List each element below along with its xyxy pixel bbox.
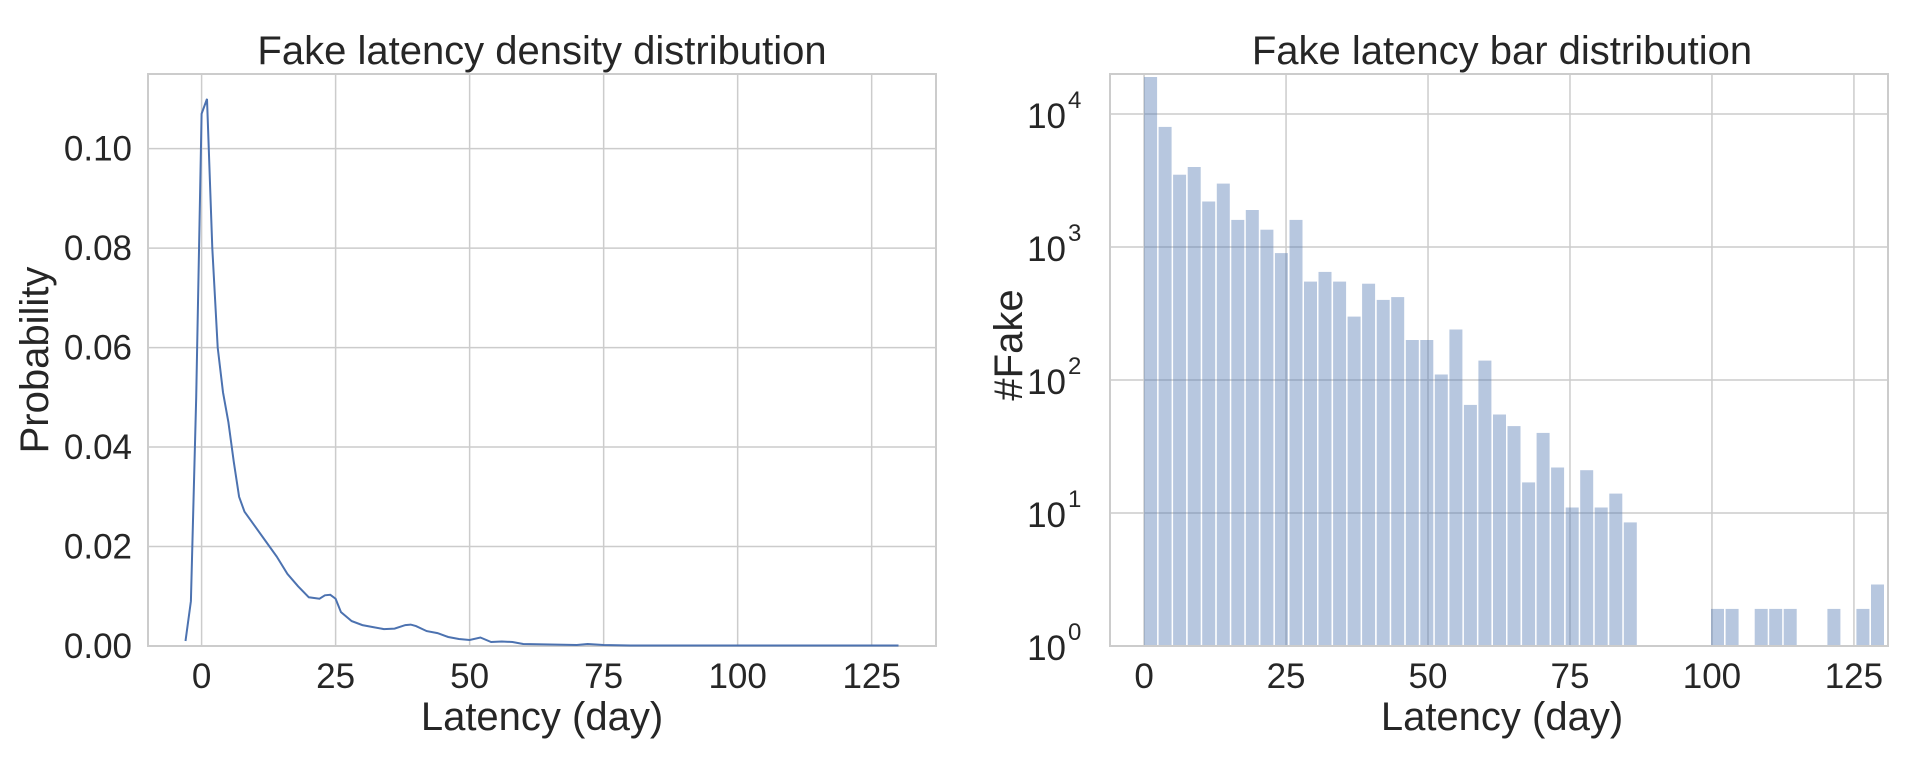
histogram-bar [1231, 219, 1245, 646]
histogram-bar [1769, 608, 1783, 646]
histogram-bar [1405, 340, 1419, 646]
histogram-bar [1362, 283, 1376, 646]
density-chart: 0 25 50 75 100 125 0.00 0.02 0.04 0.06 0.08 0.10 Fa… [13, 29, 937, 739]
histogram-bar [1202, 201, 1216, 646]
density-y-tick-label: 0.04 [64, 428, 132, 467]
density-x-axis-label: Latency (day) [421, 695, 663, 739]
density-x-tick-label: 75 [584, 657, 623, 696]
histogram-bar [1856, 608, 1870, 646]
bar-chart-title: Fake latency bar distribution [1252, 29, 1752, 73]
histogram-bar [1580, 470, 1594, 646]
histogram-bar [1507, 426, 1521, 646]
histogram-bar [1623, 522, 1637, 646]
histogram-bar [1289, 219, 1303, 646]
histogram-bar [1594, 507, 1608, 646]
histogram-bar [1827, 608, 1841, 646]
histogram-bar [1245, 210, 1259, 646]
histogram-bar [1565, 507, 1579, 646]
bar-y-tick-exponent: 4 [1068, 87, 1081, 114]
histogram-bar [1391, 297, 1405, 646]
histogram-bar [1274, 253, 1288, 646]
bar-x-axis-label: Latency (day) [1381, 695, 1623, 739]
histogram-bar [1609, 493, 1623, 646]
histogram-bar [1376, 299, 1390, 646]
histogram-bar [1478, 360, 1492, 646]
bar-x-tick-label: 50 [1409, 657, 1448, 696]
bar-y-tick-exponent: 1 [1068, 486, 1081, 513]
density-x-tick-label: 25 [316, 657, 355, 696]
density-x-tick-label: 100 [708, 657, 766, 696]
histogram-bar [1144, 77, 1158, 646]
histogram-bar [1449, 329, 1463, 646]
bar-y-tick-label: 10 [1027, 97, 1066, 136]
histogram-bar [1536, 432, 1550, 646]
histogram-bar [1871, 584, 1884, 646]
density-plot-frame [147, 73, 937, 647]
bar-x-tick-label: 100 [1683, 657, 1741, 696]
histogram-bar [1522, 482, 1536, 646]
histogram-bar [1347, 316, 1361, 646]
bar-x-tick-label: 0 [1134, 657, 1153, 696]
density-x-tick-label: 50 [450, 657, 489, 696]
bar-y-tick-exponent: 0 [1068, 619, 1081, 646]
bar-x-tick-label: 125 [1825, 657, 1883, 696]
density-series-line [184, 98, 899, 647]
density-y-axis-label: Probability [13, 267, 57, 454]
histogram-bar [1434, 374, 1448, 646]
histogram-bar [1158, 126, 1172, 646]
density-y-tick-label: 0.00 [64, 627, 132, 666]
bar-x-tick-label: 25 [1267, 657, 1306, 696]
histogram-bar [1260, 229, 1274, 646]
histogram-bar [1551, 467, 1565, 646]
histogram-bar [1711, 608, 1724, 646]
bar-y-axis-label: #Fake [987, 289, 1031, 400]
density-y-tick-label: 0.02 [64, 528, 132, 567]
histogram-bar [1333, 281, 1347, 646]
bar-y-tick-exponent: 3 [1068, 220, 1081, 247]
density-y-tick-label: 0.08 [64, 229, 132, 268]
bar-y-tick-label: 10 [1027, 496, 1066, 535]
bar-y-tick-label: 10 [1027, 230, 1066, 269]
histogram-bar [1216, 183, 1230, 646]
bar-y-tick-exponent: 2 [1068, 353, 1081, 380]
histogram-bar [1463, 404, 1477, 646]
histogram-bar [1493, 414, 1506, 646]
histogram-bar [1420, 340, 1434, 646]
histogram-bar [1725, 608, 1739, 646]
histogram-bar [1304, 281, 1317, 646]
density-y-tick-label: 0.06 [64, 329, 132, 368]
density-x-tick-label: 0 [192, 657, 211, 696]
bar-y-tick-label: 10 [1027, 363, 1066, 402]
histogram-bar [1318, 271, 1332, 646]
density-x-tick-label: 125 [842, 657, 900, 696]
histogram-bar [1173, 174, 1187, 646]
density-y-tick-label: 0.10 [64, 130, 132, 169]
bar-plot-frame [1109, 73, 1889, 647]
bar-x-tick-label: 75 [1551, 657, 1590, 696]
density-chart-title: Fake latency density distribution [257, 29, 826, 73]
bar-y-tick-label: 10 [1027, 629, 1066, 668]
histogram-bar [1754, 608, 1768, 646]
histogram-bar [1187, 167, 1201, 646]
histogram-bar [1783, 608, 1797, 646]
